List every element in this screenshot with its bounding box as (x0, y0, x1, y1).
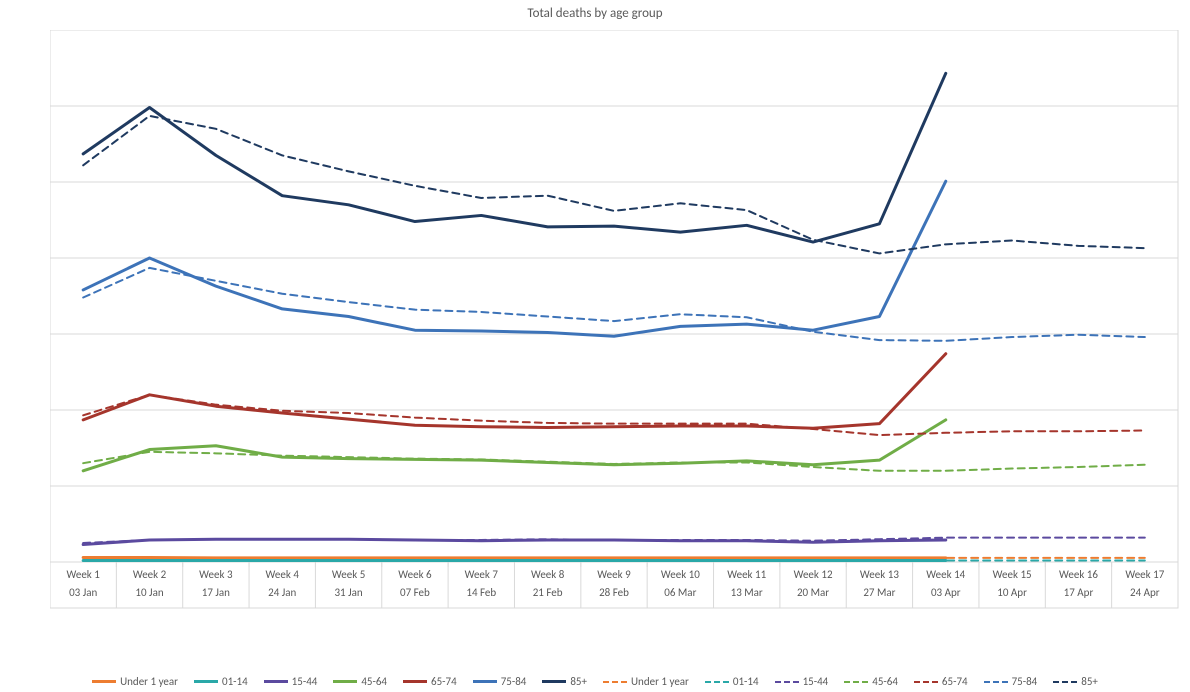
legend-label: 65-74 (942, 675, 968, 688)
legend-item: 15-44 (775, 674, 829, 688)
x-tick-date: 31 Jan (334, 586, 362, 599)
x-tick-date: 20 Mar (797, 586, 829, 599)
legend-item: 75-84 (984, 674, 1038, 688)
x-tick-week: Week 17 (1125, 568, 1164, 581)
legend-label: 45-64 (872, 675, 898, 688)
legend-item: 85+ (542, 674, 587, 688)
x-tick-date: 07 Feb (400, 586, 430, 599)
legend-label: 65-74 (431, 675, 457, 688)
chart-plot: 01,0002,0003,0004,0005,0006,0007,000Week… (50, 30, 1180, 610)
x-tick-date: 13 Mar (731, 586, 763, 599)
legend-item: 01-14 (194, 674, 248, 688)
legend-label: 01-14 (733, 675, 759, 688)
series-line (83, 452, 1145, 471)
x-tick-date: 14 Feb (466, 586, 496, 599)
legend-item: Under 1 year (603, 674, 689, 688)
legend-swatch (775, 681, 799, 683)
x-tick-date: 03 Jan (69, 586, 97, 599)
series-line (83, 73, 946, 242)
chart-title: Total deaths by age group (0, 0, 1190, 26)
legend-item: 01-14 (705, 674, 759, 688)
legend-item: 75-84 (473, 674, 527, 688)
x-tick-week: Week 4 (266, 568, 300, 581)
legend-swatch (92, 680, 116, 683)
series-line (83, 268, 1145, 341)
legend-item: 85+ (1053, 674, 1098, 688)
legend-swatch (1053, 681, 1077, 683)
x-tick-date: 06 Mar (664, 586, 696, 599)
x-tick-date: 24 Jan (268, 586, 296, 599)
x-tick-date: 17 Apr (1064, 586, 1094, 599)
x-tick-week: Week 1 (66, 568, 100, 581)
x-tick-week: Week 12 (794, 568, 833, 581)
x-tick-date: 10 Apr (997, 586, 1027, 599)
legend-swatch (194, 680, 218, 683)
x-tick-week: Week 13 (860, 568, 899, 581)
x-tick-date: 24 Apr (1130, 586, 1160, 599)
x-tick-date: 17 Jan (202, 586, 230, 599)
legend-label: 01-14 (222, 675, 248, 688)
legend-swatch (914, 681, 938, 683)
x-tick-week: Week 3 (199, 568, 233, 581)
legend-swatch (705, 681, 729, 683)
legend-swatch (603, 681, 627, 683)
legend-swatch (403, 680, 427, 683)
series-line (83, 354, 946, 428)
x-tick-week: Week 11 (727, 568, 766, 581)
x-tick-date: 10 Jan (135, 586, 163, 599)
x-tick-week: Week 6 (398, 568, 432, 581)
legend-swatch (264, 680, 288, 683)
x-tick-week: Week 5 (332, 568, 365, 581)
legend-label: 15-44 (803, 675, 829, 688)
legend-swatch (984, 681, 1008, 683)
x-tick-week: Week 16 (1059, 568, 1098, 581)
chart-legend: Under 1 year 01-14 15-44 45-64 65-74 75-84 85+… (0, 674, 1190, 688)
legend-label: 85+ (570, 675, 587, 688)
x-tick-week: Week 8 (531, 568, 565, 581)
x-tick-week: Week 9 (597, 568, 631, 581)
x-tick-date: 28 Feb (599, 586, 629, 599)
legend-swatch (333, 680, 357, 683)
x-tick-week: Week 7 (465, 568, 499, 581)
legend-label: 85+ (1081, 675, 1098, 688)
x-tick-date: 27 Mar (863, 586, 895, 599)
legend-label: Under 1 year (631, 675, 689, 688)
x-tick-week: Week 14 (926, 568, 965, 581)
x-tick-week: Week 10 (661, 568, 700, 581)
series-line (83, 116, 1145, 254)
x-tick-date: 21 Feb (533, 586, 563, 599)
x-tick-week: Week 15 (993, 568, 1032, 581)
legend-swatch (844, 681, 868, 683)
legend-label: 75-84 (1012, 675, 1038, 688)
legend-item: 65-74 (403, 674, 457, 688)
legend-item: 15-44 (264, 674, 318, 688)
chart-container: Total deaths by age group 01,0002,0003,0… (0, 0, 1190, 692)
legend-label: 75-84 (501, 675, 527, 688)
legend-item: 65-74 (914, 674, 968, 688)
legend-swatch (473, 680, 497, 683)
legend-label: 15-44 (292, 675, 318, 688)
legend-label: 45-64 (361, 675, 387, 688)
legend-swatch (542, 680, 566, 683)
x-tick-week: Week 2 (133, 568, 167, 581)
legend-item: Under 1 year (92, 674, 178, 688)
legend-item: 45-64 (333, 674, 387, 688)
x-tick-date: 03 Apr (931, 586, 961, 599)
series-line (83, 395, 1145, 435)
legend-label: Under 1 year (120, 675, 178, 688)
legend-item: 45-64 (844, 674, 898, 688)
series-line (83, 181, 946, 336)
